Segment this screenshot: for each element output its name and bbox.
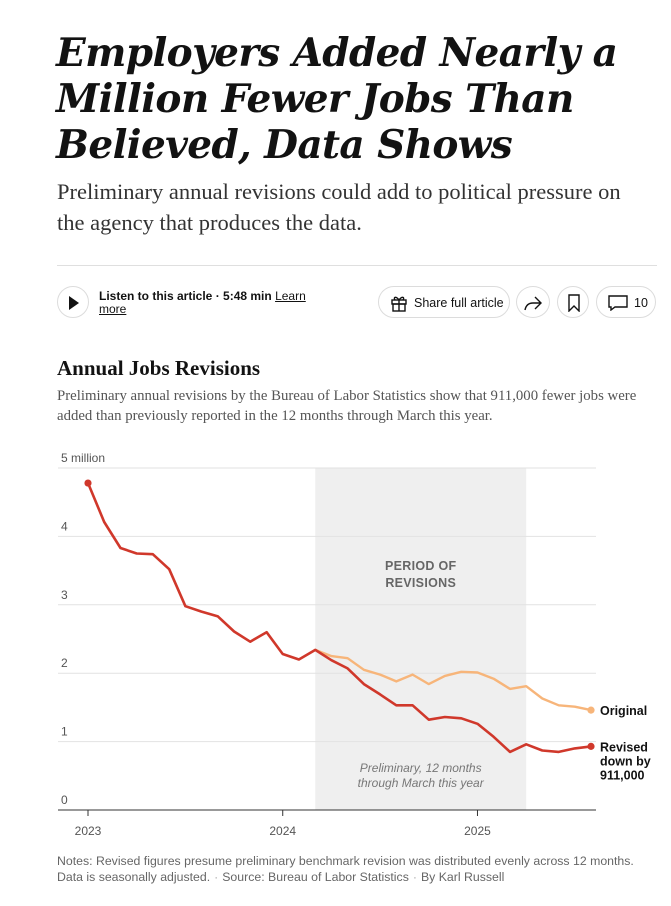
learn-more-link[interactable]: Learn more xyxy=(99,289,306,316)
y-tick-label: 5 million xyxy=(61,451,105,465)
period-label: REVISIONS xyxy=(385,576,456,590)
forward-button[interactable] xyxy=(516,286,550,318)
article-summary: Preliminary annual revisions could add t… xyxy=(57,179,621,235)
chart-title: Annual Jobs Revisions xyxy=(57,356,261,380)
play-icon xyxy=(69,296,79,310)
comments-count: 10 xyxy=(634,296,648,310)
notes-text: Notes: Revised figures presume prelimina… xyxy=(57,854,634,884)
end-point-revised xyxy=(587,742,595,750)
series-line-original xyxy=(314,648,593,712)
chart-notes: Notes: Revised figures presume prelimina… xyxy=(57,854,634,884)
y-tick-label: 3 xyxy=(61,588,68,602)
y-tick-label: 2 xyxy=(61,656,68,670)
y-tick-label: 1 xyxy=(61,725,68,739)
share-label: Share full article xyxy=(414,296,504,310)
series-label-original: Original xyxy=(600,704,647,718)
revision-period-shade xyxy=(315,468,527,810)
line-chart: 0 1 2 3 4 5 million 2023 2024 2025 PERIOD OF REVIS… xyxy=(58,451,651,838)
series-label-revised: 911,000 xyxy=(600,768,645,782)
y-tick-label: 4 xyxy=(61,519,68,533)
share-full-article-button[interactable]: Share full article xyxy=(378,286,510,318)
listen-label: Listen to this article · 5:48 min xyxy=(99,289,272,303)
period-note: Preliminary, 12 months xyxy=(360,761,482,775)
gift-icon xyxy=(391,296,407,312)
headline: Employers Added Nearly a Million Fewer J… xyxy=(56,30,618,168)
bookmark-icon xyxy=(568,294,580,312)
comment-icon xyxy=(608,295,628,311)
listen-info: Listen to this article · 5:48 min Learn … xyxy=(99,290,324,316)
end-point-original xyxy=(587,706,595,714)
series-label-revised: down by xyxy=(600,754,651,768)
credit-text: By Karl Russell xyxy=(420,870,505,884)
start-point-revised xyxy=(84,479,92,487)
x-tick-label: 2025 xyxy=(464,824,491,838)
series-line-revised xyxy=(86,481,593,754)
period-note: through March this year xyxy=(358,776,485,790)
play-button[interactable] xyxy=(57,286,89,318)
source-text: Source: Bureau of Labor Statistics xyxy=(222,870,409,884)
x-tick-label: 2023 xyxy=(75,824,102,838)
period-label: PERIOD OF xyxy=(385,559,457,573)
forward-icon xyxy=(524,296,542,311)
chart-subtitle: Preliminary annual revisions by the Bure… xyxy=(57,388,637,424)
y-tick-label: 0 xyxy=(61,793,68,807)
bookmark-button[interactable] xyxy=(557,286,589,318)
x-tick-label: 2024 xyxy=(269,824,296,838)
series-label-revised: Revised xyxy=(600,740,648,754)
comments-button[interactable]: 10 xyxy=(596,286,656,318)
divider xyxy=(57,265,657,266)
